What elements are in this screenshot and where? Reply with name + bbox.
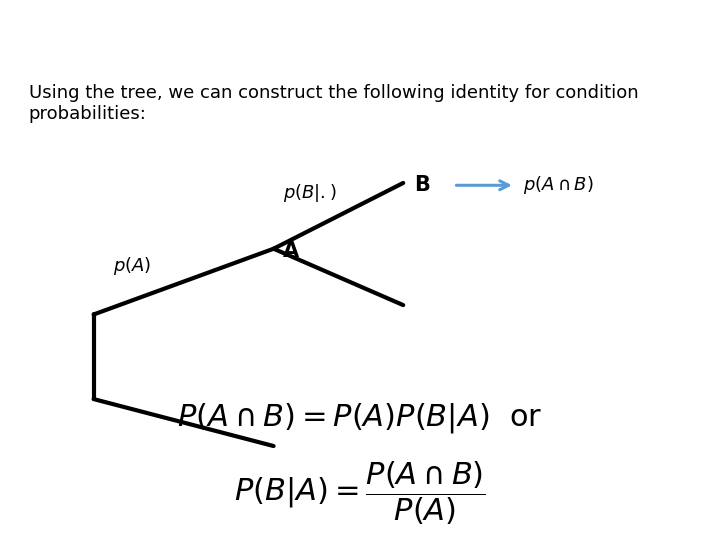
- Text: $P(A \cap B) = P(A)P(B|A)$  or: $P(A \cap B) = P(A)P(B|A)$ or: [177, 401, 543, 435]
- Text: $p(A)$: $p(A)$: [113, 255, 151, 277]
- Text: B: B: [414, 176, 430, 195]
- Text: Using the tree, we can construct the following identity for condition
probabilit: Using the tree, we can construct the fol…: [29, 84, 639, 123]
- Text: $p(B|.)$: $p(B|.)$: [283, 182, 336, 204]
- Text: Conditional probabilities: Conditional probabilities: [16, 23, 402, 51]
- Text: A: A: [283, 241, 299, 261]
- Text: $p(A \cap B)$: $p(A \cap B)$: [523, 174, 594, 197]
- Text: $P(B|A) = \dfrac{P(A \cap B)}{P(A)}$: $P(B|A) = \dfrac{P(A \cap B)}{P(A)}$: [234, 459, 486, 527]
